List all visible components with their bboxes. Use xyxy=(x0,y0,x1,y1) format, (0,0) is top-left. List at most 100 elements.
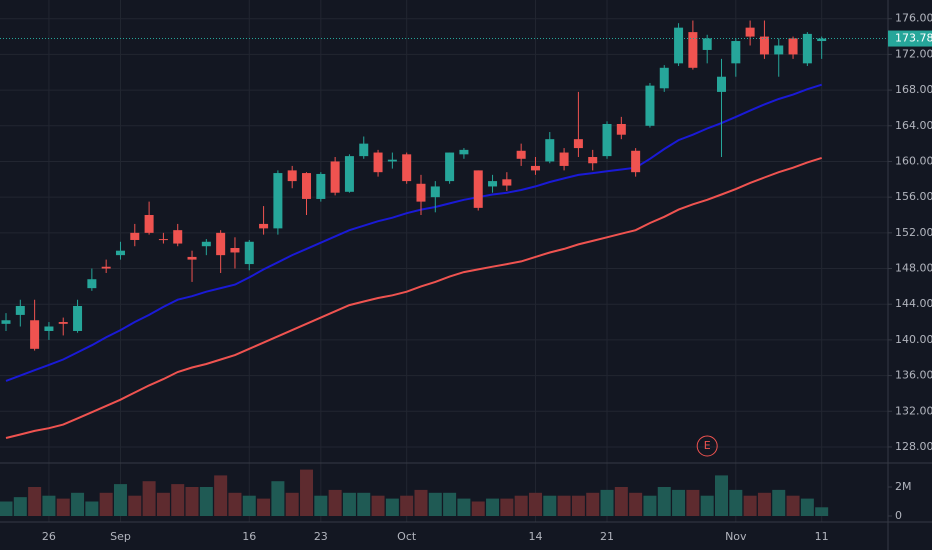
volume-bar xyxy=(443,492,457,516)
volume-bar xyxy=(228,492,242,516)
volume-bar xyxy=(314,495,328,516)
candle-body xyxy=(559,152,569,166)
volume-bar xyxy=(643,495,657,516)
volume-bar xyxy=(457,498,471,516)
y-tick-label: 144.00 xyxy=(895,297,932,310)
volume-bar xyxy=(600,489,614,516)
volume-tick-label: 0 xyxy=(895,509,902,522)
candle-body xyxy=(230,248,240,253)
volume-bar xyxy=(543,495,557,516)
candle-body xyxy=(1,320,11,324)
y-tick-label: 152.00 xyxy=(895,226,932,239)
volume-bar xyxy=(400,495,414,516)
earnings-marker xyxy=(696,435,718,457)
candle-body xyxy=(731,41,741,64)
volume-bar xyxy=(471,501,485,516)
candle-body xyxy=(273,173,283,229)
candle-body xyxy=(158,239,168,241)
candle-body xyxy=(259,223,269,229)
candle-body xyxy=(473,170,483,208)
volume-bar xyxy=(142,481,156,516)
candle-body xyxy=(545,139,555,162)
x-tick-label: Nov xyxy=(725,530,747,543)
x-tick-label: 23 xyxy=(314,530,328,543)
y-tick-label: 132.00 xyxy=(895,404,932,417)
volume-bar xyxy=(686,489,700,516)
candle-body xyxy=(616,124,626,135)
volume-bar xyxy=(629,492,643,516)
y-tick-label: 164.00 xyxy=(895,119,932,132)
candle-body xyxy=(688,32,698,68)
candle-body xyxy=(387,159,397,162)
candle-body xyxy=(759,36,769,55)
candle-body xyxy=(173,230,183,244)
volume-bar xyxy=(185,487,199,516)
volume-bar xyxy=(71,492,85,516)
candle-body xyxy=(602,124,612,157)
volume-bar xyxy=(199,487,213,516)
volume-bar xyxy=(214,475,228,516)
candle-body xyxy=(631,150,641,173)
volume-bar xyxy=(586,492,600,516)
x-tick-label: Oct xyxy=(397,530,417,543)
x-tick-label: 26 xyxy=(42,530,56,543)
candle-body xyxy=(430,186,440,198)
candle-body xyxy=(316,173,326,199)
moving-average xyxy=(5,156,823,439)
candle-body xyxy=(445,152,455,182)
volume-bar xyxy=(757,492,771,516)
candle-body xyxy=(645,85,655,126)
volume-bar xyxy=(328,489,342,516)
y-tick-label: 176.00 xyxy=(895,12,932,25)
candle-body xyxy=(774,45,784,55)
candle-body xyxy=(73,305,83,331)
candle-body xyxy=(702,38,712,50)
candle-body xyxy=(30,320,40,349)
volume-bar xyxy=(242,495,256,516)
earnings-label: E xyxy=(704,439,711,452)
volume-bar xyxy=(614,487,628,516)
candle-body xyxy=(502,179,512,186)
candle-body xyxy=(130,232,140,240)
volume-bar xyxy=(285,492,299,516)
volume-bar xyxy=(385,498,399,516)
volume-bar xyxy=(700,495,714,516)
candle-body xyxy=(44,326,54,331)
y-tick-label: 148.00 xyxy=(895,262,932,275)
volume-bar xyxy=(128,495,142,516)
candle-body xyxy=(187,256,197,260)
volume-bar xyxy=(715,475,728,516)
volume-bar xyxy=(557,495,571,516)
candle-body xyxy=(516,150,526,159)
last-price-box xyxy=(888,30,932,47)
candle-body xyxy=(115,250,125,256)
y-tick-label: 168.00 xyxy=(895,83,932,96)
volume-bar xyxy=(815,507,829,516)
volume-bar xyxy=(514,495,528,516)
volume-bar xyxy=(85,501,99,516)
y-tick-label: 140.00 xyxy=(895,333,932,346)
volume-bar xyxy=(786,495,800,516)
grid xyxy=(0,0,888,522)
candle-body xyxy=(373,152,383,173)
candle-body xyxy=(588,157,598,164)
moving-average xyxy=(5,83,823,382)
volume-bar xyxy=(342,492,356,516)
candle-body xyxy=(488,181,498,187)
candle-body xyxy=(416,183,426,202)
candle-body xyxy=(101,266,111,269)
volume-bar xyxy=(257,498,271,516)
y-tick-label: 136.00 xyxy=(895,369,932,382)
candle-body xyxy=(788,38,798,55)
candle-body xyxy=(717,76,726,92)
candle-body xyxy=(745,27,755,37)
last-price-label: 173.78 xyxy=(895,32,932,45)
candle-body xyxy=(402,154,412,182)
candle-body xyxy=(58,322,68,324)
volume-bar xyxy=(772,489,786,516)
y-tick-label: 128.00 xyxy=(895,440,932,453)
candle-body xyxy=(573,139,583,149)
candle-body xyxy=(144,214,154,233)
